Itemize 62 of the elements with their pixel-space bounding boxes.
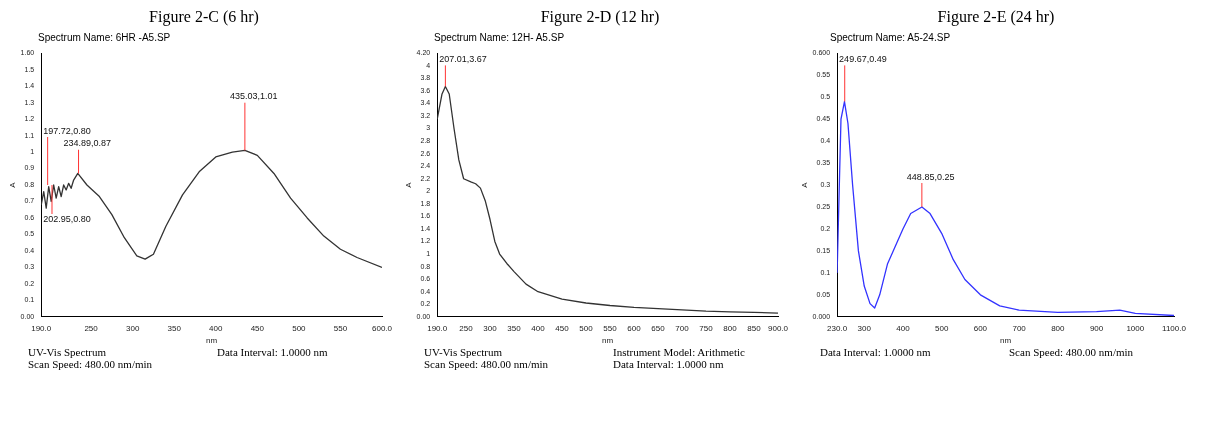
y-axis-title: A — [8, 181, 17, 188]
x-tick-label: 500 — [579, 323, 594, 333]
text: UV-Vis Spectrum — [28, 346, 108, 358]
chart-subtitle: Spectrum Name: 12H- A5.SP — [433, 32, 566, 45]
annotation: 207.01,3.67 — [439, 54, 487, 65]
x-axis-title: nm — [602, 336, 614, 346]
x-tick-label: 190.0 — [427, 323, 448, 333]
x-tick-label: 250 — [459, 323, 474, 333]
annotation: 234.89,0.87 — [63, 138, 112, 149]
x-tick-label: 400 — [209, 323, 223, 333]
chart-subtitle: Spectrum Name: 6HR -A5.SP — [37, 32, 172, 45]
x-tick-label: 800 — [723, 323, 738, 333]
text: UV-Vis Spectrum — [424, 346, 504, 358]
x-tick-label: 600 — [627, 323, 642, 333]
text: Scan Speed: 480.00 nm/min — [424, 358, 550, 370]
x-tick-label: 700 — [1012, 323, 1027, 333]
x-tick-label: 230.0 — [827, 323, 848, 333]
x-tick-label: 1100.0 — [1162, 323, 1187, 333]
x-tick-label: 900 — [1089, 323, 1104, 333]
chart-title: Figure 2-C (6 hr) — [148, 8, 260, 28]
annotation: 448.85,0.25 — [906, 171, 955, 182]
x-tick-label: 350 — [167, 323, 182, 333]
annotation: 202.95,0.80 — [43, 213, 91, 224]
x-tick-label: 300 — [857, 323, 872, 333]
annotation: 197.72,0.80 — [43, 125, 91, 136]
x-tick-label: 850 — [747, 323, 762, 333]
chart-title: Figure 2-D (12 hr) — [539, 8, 661, 28]
x-tick-label: 750 — [699, 323, 714, 333]
chart-subtitle: Spectrum Name: A5-24.SP — [829, 32, 952, 45]
x-tick-label: 500 — [934, 323, 949, 333]
x-tick-label: 250 — [84, 323, 99, 333]
text: Scan Speed: 480.00 nm/min — [28, 358, 154, 370]
x-tick-label: 600.0 — [371, 323, 393, 333]
y-axis-title: A — [404, 181, 413, 188]
x-tick-label: 400 — [531, 323, 546, 333]
y-axis-title: A — [800, 181, 809, 188]
x-tick-label: 1000 — [1126, 323, 1145, 333]
x-tick-label: 550 — [333, 323, 348, 333]
x-tick-label: 500 — [292, 323, 307, 333]
annotation: 249.67,0.49 — [839, 54, 887, 65]
text: Data Interval: 1.0000 nm — [820, 346, 932, 358]
x-tick-label: 300 — [483, 323, 498, 333]
x-tick-label: 450 — [555, 323, 570, 333]
x-tick-label: 600 — [973, 323, 988, 333]
x-tick-label: 400 — [896, 323, 911, 333]
x-tick-label: 190.0 — [31, 323, 52, 333]
x-tick-label: 300 — [125, 323, 140, 333]
text: Data Interval: 1.0000 nm — [613, 358, 725, 370]
x-axis-title: nm — [206, 336, 218, 346]
text: Data Interval: 1.0000 nm — [217, 346, 329, 358]
x-tick-label: 800 — [1051, 323, 1066, 333]
x-tick-label: 700 — [675, 323, 690, 333]
text: Instrument Model: Arithmetic — [613, 346, 746, 358]
chart-title: Figure 2-E (24 hr) — [936, 8, 1056, 28]
x-tick-label: 650 — [651, 323, 666, 333]
x-axis-title: nm — [1000, 336, 1012, 346]
x-tick-label: 350 — [507, 323, 522, 333]
x-tick-label: 900.0 — [767, 323, 789, 333]
annotation: 435.03,1.01 — [229, 91, 278, 102]
x-tick-label: 450 — [250, 323, 265, 333]
x-tick-label: 550 — [603, 323, 618, 333]
text: Scan Speed: 480.00 nm/min — [1009, 346, 1135, 358]
